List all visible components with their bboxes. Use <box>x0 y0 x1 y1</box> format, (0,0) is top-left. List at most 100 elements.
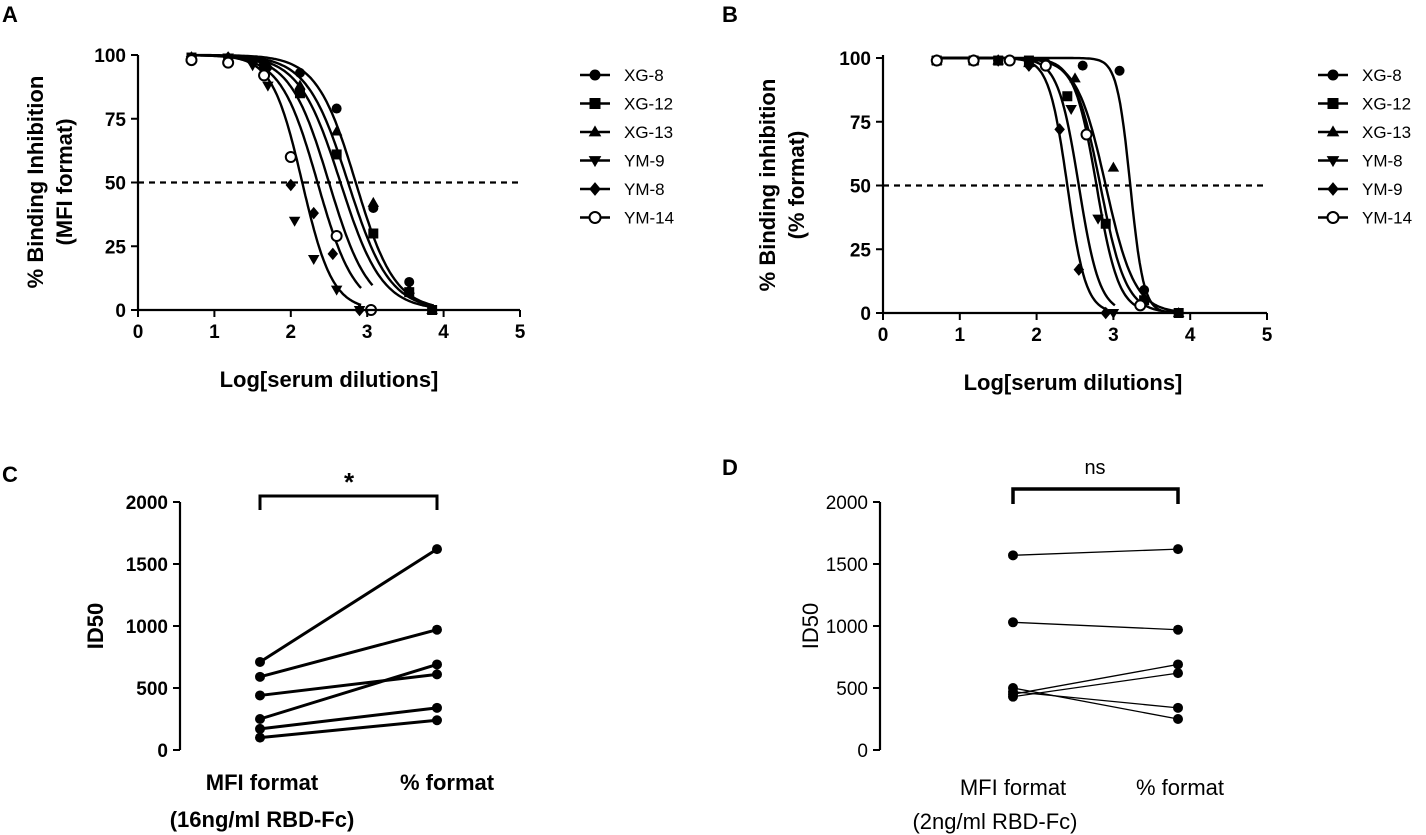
y-tick-label: 500 <box>836 679 868 700</box>
point-ym-9 <box>1023 59 1035 72</box>
point-ym-14 <box>930 54 943 67</box>
panel-b-legend: XG-8 XG-12 XG-13 YM-8 YM-9 YM-14 <box>1318 66 1412 228</box>
point-xg-13 <box>294 79 306 90</box>
point-format <box>432 544 442 555</box>
paired-line <box>1012 663 1179 695</box>
panel-c-y-label: ID50 <box>83 603 108 649</box>
point-ym-8 <box>308 206 319 220</box>
y-tick-label: 0 <box>857 741 868 762</box>
point-xg-13 <box>1138 291 1150 302</box>
panel-d-category-2: % format <box>1136 775 1224 800</box>
point-ym-14 <box>1080 128 1093 141</box>
panel-c-category-1: MFI format <box>206 770 319 795</box>
paired-line <box>1012 672 1179 698</box>
x-tick-label: 3 <box>362 322 373 343</box>
point-xg-8 <box>331 103 342 114</box>
point-mfi-format <box>1008 617 1018 628</box>
panel-d-letter: D <box>722 455 738 480</box>
x-tick-label: 1 <box>209 322 220 343</box>
x-tick-label: 2 <box>1031 325 1042 346</box>
paired-line <box>1012 621 1179 631</box>
legend-label-xg-12: XG-12 <box>1362 95 1411 114</box>
point-ym-9 <box>307 255 320 265</box>
panel-a-legend: XG-8 XG-12 XG-13 YM-9 YM-8 YM-14 <box>580 66 674 228</box>
legend-marker-ym-8 <box>1326 156 1340 168</box>
curve-ym-8 <box>932 56 1116 307</box>
point-mfi-format <box>255 714 265 724</box>
legend-marker-ym-9 <box>588 156 602 168</box>
point-ym-8 <box>1065 105 1077 115</box>
point-ym-14 <box>1003 54 1016 67</box>
legend-marker-ym-9 <box>1327 182 1339 196</box>
panel-a-y-label-line1: % Binding Inhibition <box>23 76 48 289</box>
legend-label-xg-8: XG-8 <box>624 66 664 85</box>
curve-xg-8 <box>932 56 1181 315</box>
x-tick-label: 2 <box>286 322 297 343</box>
point-format <box>432 715 442 726</box>
panel-c: C 0 500 1000 1500 2000 ID50 MFI format (16ng… <box>2 462 495 832</box>
y-tick-label: 1500 <box>126 555 168 576</box>
legend-marker-xg-12 <box>589 98 601 109</box>
point-format <box>1173 659 1183 670</box>
x-tick-label: 0 <box>878 325 889 346</box>
curve-ym-9 <box>187 53 362 307</box>
curve-xg-12 <box>932 56 1181 314</box>
point-mfi-format <box>255 690 265 701</box>
y-tick-label: 2000 <box>126 493 168 514</box>
point-format <box>432 659 442 670</box>
y-tick-label: 75 <box>850 113 872 134</box>
legend-marker-ym-14 <box>1326 211 1340 224</box>
panel-b-y-label-line1: % Binding inhibition <box>755 79 780 292</box>
x-tick-label: 5 <box>515 322 526 343</box>
panel-b-plot-area <box>883 54 1267 320</box>
paired-line <box>1012 691 1179 709</box>
point-ym-8 <box>285 178 297 192</box>
point-xg-12 <box>331 149 342 160</box>
legend-label-ym-14: YM-14 <box>1362 209 1412 228</box>
point-xg-13 <box>367 196 380 207</box>
point-ym-14 <box>185 54 198 67</box>
point-xg-12 <box>294 88 305 99</box>
point-ym-14 <box>1039 59 1052 72</box>
y-tick-label: 500 <box>136 679 168 700</box>
y-tick-label: 1500 <box>826 555 868 576</box>
panel-c-category-2: % format <box>400 770 495 795</box>
panel-c-category-1-sublabel: (16ng/ml RBD-Fc) <box>170 807 355 832</box>
y-tick-label: 25 <box>850 240 872 261</box>
paired-line <box>259 663 438 721</box>
legend-label-ym-9: YM-9 <box>624 152 665 171</box>
panel-b-letter: B <box>722 2 738 27</box>
point-format <box>1173 702 1183 713</box>
point-xg-12 <box>1100 218 1111 229</box>
legend-marker-xg-13 <box>588 125 602 137</box>
y-tick-label: 50 <box>850 177 871 198</box>
y-tick-label: 1000 <box>126 617 168 638</box>
panel-c-significance-bracket <box>258 494 439 510</box>
legend-marker-xg-8 <box>589 69 601 81</box>
y-tick-label: 75 <box>105 110 127 131</box>
point-ym-14 <box>1134 299 1147 312</box>
y-tick-label: 0 <box>157 741 168 762</box>
point-ym-14 <box>222 56 235 69</box>
point-xg-13 <box>403 283 415 294</box>
point-xg-12 <box>1062 91 1073 102</box>
legend-label-xg-8: XG-8 <box>1362 66 1402 85</box>
point-format <box>1173 668 1183 679</box>
point-format <box>432 702 442 713</box>
legend-label-ym-8: YM-8 <box>624 180 665 199</box>
point-format <box>1173 714 1183 724</box>
point-xg-12 <box>368 228 379 239</box>
paired-line <box>1012 548 1179 556</box>
legend-marker-xg-12 <box>1327 98 1339 109</box>
point-xg-8 <box>1077 60 1088 71</box>
y-tick-label: 25 <box>105 237 127 258</box>
y-tick-label: 1000 <box>826 617 868 638</box>
panel-d-category-1: MFI format <box>960 775 1066 800</box>
panel-a-letter: A <box>2 2 18 27</box>
legend-marker-ym-14 <box>588 211 602 224</box>
panel-c-letter: C <box>2 462 18 487</box>
